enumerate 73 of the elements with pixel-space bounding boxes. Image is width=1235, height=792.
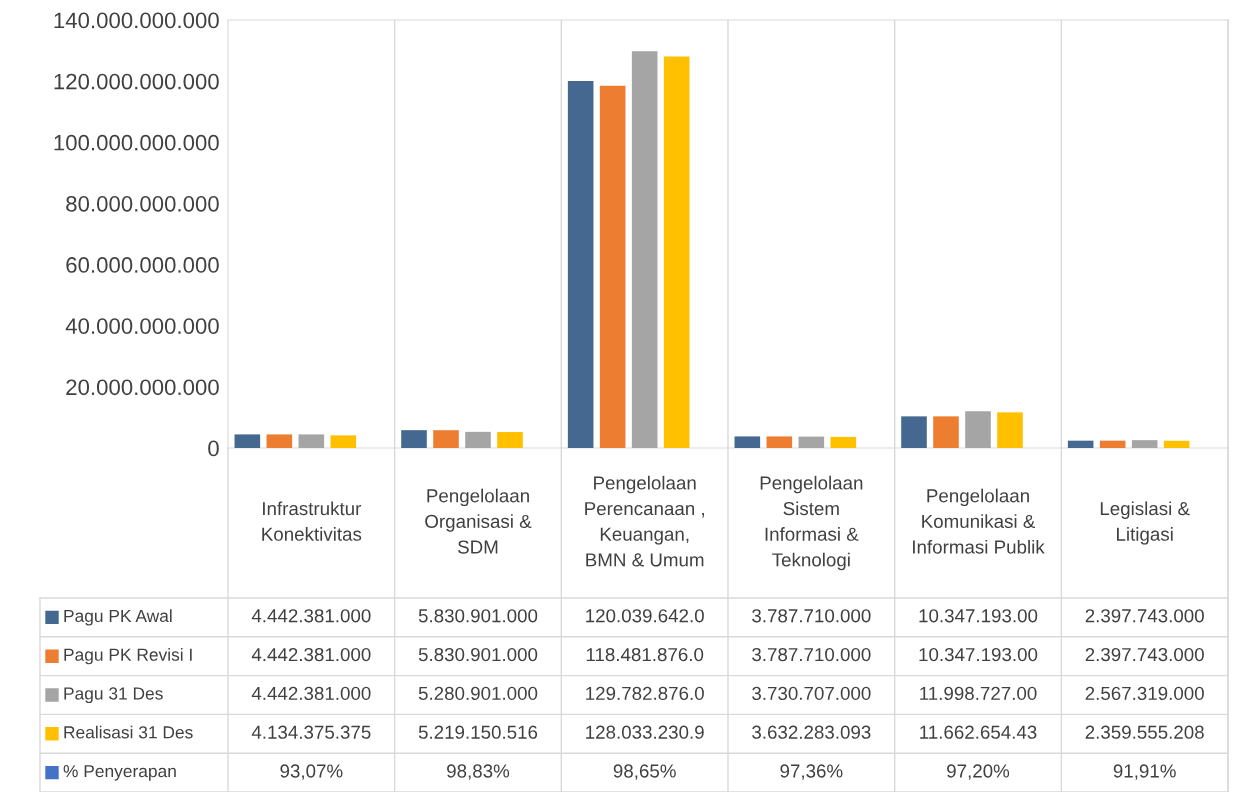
data-label: 98,65% — [613, 764, 676, 780]
bar — [599, 85, 626, 448]
bar — [1131, 440, 1158, 448]
y-tick-label: 60.000.000.000 — [66, 257, 219, 273]
bar — [965, 411, 991, 448]
data-label: 120.039.642.0 — [586, 609, 704, 623]
data-label: 2.359.555.208 — [1085, 725, 1204, 739]
data-label: 98,83% — [447, 764, 510, 780]
x-tick-label: Legislasi & Litigasi — [1100, 501, 1190, 545]
data-label: 2.397.743.000 — [1085, 609, 1204, 623]
bar — [663, 56, 690, 448]
data-label: 97,36% — [780, 764, 843, 780]
bar — [567, 81, 594, 448]
data-label: 5.830.901.000 — [418, 609, 538, 623]
y-tick-label: 40.000.000.000 — [65, 318, 219, 334]
bar — [1099, 440, 1126, 448]
data-label: 11.662.654.43 — [920, 725, 1037, 739]
data-label: 2.567.319.000 — [1085, 686, 1204, 701]
data-label: 4.134.375.375 — [251, 725, 371, 739]
y-tick-label: 0 — [208, 440, 219, 457]
data-label: 10.347.193.00 — [919, 647, 1038, 662]
bar — [401, 430, 427, 448]
y-tick-label: 120.000.000.000 — [54, 73, 219, 90]
data-label: 97,20% — [947, 764, 1010, 780]
data-label: 4.442.381.000 — [251, 609, 371, 623]
data-label: 128.033.230.9 — [586, 725, 704, 739]
x-tick-label: Pengelolaan Perencanaan , Keuangan, BMN & Umum — [585, 475, 704, 567]
bar — [766, 436, 793, 448]
bar — [1067, 440, 1094, 448]
bar — [465, 431, 491, 448]
bar — [1163, 440, 1190, 448]
data-label: 3.787.710.000 — [752, 647, 871, 662]
data-label: 93,07% — [280, 764, 343, 780]
data-label: 5.219.150.516 — [418, 725, 538, 739]
bar — [298, 434, 325, 448]
data-label: 10.347.193.00 — [919, 609, 1038, 623]
legend-label: Pagu PK Revisi I — [64, 648, 192, 665]
bar — [234, 434, 261, 448]
data-label: 129.782.876.0 — [586, 686, 704, 701]
x-tick-label: Pengelolaan Komunikasi & Informasi Publik — [913, 488, 1045, 554]
bar — [997, 412, 1023, 448]
legend-label: Pagu 31 Des — [64, 687, 163, 704]
bar — [433, 430, 459, 448]
data-label: 91,91% — [1113, 764, 1176, 780]
bar — [830, 436, 857, 448]
bar — [798, 436, 825, 448]
y-tick-label: 100.000.000.000 — [54, 134, 219, 151]
legend-label: Pagu PK Awal — [64, 609, 172, 626]
data-label: 3.730.707.000 — [752, 686, 871, 701]
data-label: 118.481.876.0 — [586, 647, 704, 662]
y-tick-label: 20.000.000.000 — [66, 379, 219, 396]
bar — [330, 435, 357, 448]
x-tick-label: Pengelolaan Organisasi & SDM — [425, 488, 532, 554]
bar — [901, 416, 927, 448]
bar — [266, 434, 293, 448]
data-label: 4.442.381.000 — [251, 647, 371, 662]
bar — [734, 436, 761, 448]
data-label: 5.280.901.000 — [418, 686, 538, 701]
data-label: 11.998.727.00 — [920, 686, 1037, 701]
x-tick-label: Pengelolaan Sistem Informasi & Teknologi — [760, 475, 863, 571]
legend-label: Realisasi 31 Des — [64, 725, 193, 739]
data-label: 5.830.901.000 — [418, 647, 538, 662]
data-label: 3.787.710.000 — [752, 609, 871, 623]
bar — [497, 432, 523, 448]
data-label: 2.397.743.000 — [1085, 647, 1204, 662]
legend-label: % Penyerapan — [63, 765, 176, 781]
y-tick-label: 80.000.000.000 — [66, 195, 219, 212]
data-label: 4.442.381.000 — [251, 686, 371, 701]
bar — [933, 416, 959, 448]
data-label: 3.632.283.093 — [752, 725, 871, 739]
bar — [631, 51, 658, 448]
y-tick-label: 140.000.000.000 — [54, 12, 219, 29]
x-tick-label: Infrastruktur Konektivitas — [262, 501, 362, 541]
